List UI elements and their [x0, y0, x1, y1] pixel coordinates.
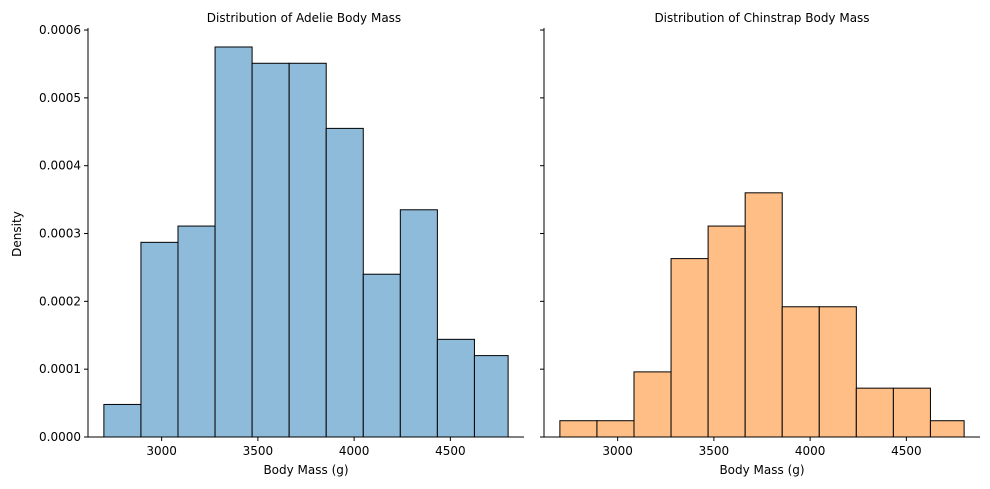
chinstrap-bar: [670, 258, 709, 438]
adelie-bar: [362, 273, 401, 438]
adelie-y-tick-label: 0.0005: [39, 91, 81, 105]
chinstrap-bar: [707, 225, 746, 438]
adelie-x-tick-label: 3500: [243, 444, 274, 458]
chinstrap-bars: [559, 192, 965, 438]
adelie-y-tick-label: 0.0006: [39, 23, 81, 37]
adelie-y-tick-label: 0.0000: [39, 430, 81, 444]
adelie-bar: [325, 127, 364, 438]
chinstrap-bar: [633, 371, 672, 438]
chinstrap-y-ticks: [540, 29, 544, 438]
adelie-bar: [214, 46, 253, 438]
chinstrap-bar: [781, 306, 820, 438]
adelie-x-tick-label: 4500: [435, 444, 466, 458]
adelie-bar: [251, 62, 290, 438]
chinstrap-panel: Distribution of Chinstrap Body Mass 3000…: [540, 11, 980, 477]
adelie-x-axis-title: Body Mass (g): [263, 463, 348, 477]
adelie-x-tick-label: 3000: [146, 444, 177, 458]
adelie-y-tick-label: 0.0001: [39, 362, 81, 376]
chinstrap-x-tick-label: 3000: [602, 444, 633, 458]
chinstrap-x-axis-title: Body Mass (g): [719, 463, 804, 477]
chinstrap-bar: [892, 387, 931, 438]
chinstrap-bar: [855, 387, 894, 438]
y-axis-title: Density: [10, 211, 24, 257]
chinstrap-x-tick-label: 4000: [795, 444, 826, 458]
chinstrap-bar: [596, 420, 635, 438]
chinstrap-bar: [744, 192, 783, 438]
chinstrap-bar: [559, 420, 598, 438]
adelie-bar: [177, 225, 216, 438]
adelie-bar: [399, 209, 438, 438]
chinstrap-bar: [818, 306, 857, 438]
adelie-y-ticks: 0.0000 0.0001 0.0002 0.0003 0.0004 0.0005 0.00…: [39, 23, 88, 444]
chinstrap-x-tick-label: 4500: [891, 444, 922, 458]
adelie-x-ticks: 3000 3500 4000 4500: [146, 437, 466, 458]
adelie-panel: Distribution of Adelie Body Mass 3000 350…: [10, 11, 524, 477]
chinstrap-x-ticks: 3000 3500 4000 4500: [602, 437, 922, 458]
adelie-y-tick-label: 0.0003: [39, 227, 81, 241]
adelie-y-tick-label: 0.0004: [39, 159, 81, 173]
adelie-bar: [140, 241, 179, 438]
adelie-x-tick-label: 4000: [339, 444, 370, 458]
adelie-bars: [103, 46, 509, 438]
adelie-y-tick-label: 0.0002: [39, 294, 81, 308]
adelie-bar: [103, 403, 142, 438]
adelie-bar: [473, 355, 509, 438]
adelie-bar: [288, 62, 327, 438]
chinstrap-panel-title: Distribution of Chinstrap Body Mass: [654, 11, 869, 25]
adelie-panel-title: Distribution of Adelie Body Mass: [207, 11, 401, 25]
adelie-bar: [436, 338, 475, 438]
chinstrap-x-tick-label: 3500: [699, 444, 730, 458]
chinstrap-bar: [929, 420, 965, 438]
